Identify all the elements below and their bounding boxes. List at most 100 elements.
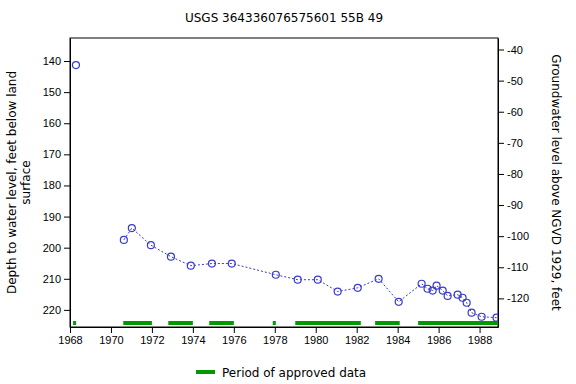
tick-mark — [498, 174, 504, 175]
tick: 1970 — [99, 327, 123, 346]
tick: 160 — [43, 117, 70, 129]
data-point — [120, 236, 127, 243]
tick-mark — [64, 61, 70, 62]
tick-mark — [64, 92, 70, 93]
tick-label: 1968 — [58, 334, 82, 346]
tick: -80 — [498, 168, 523, 180]
tick-mark — [70, 327, 71, 333]
data-point — [375, 275, 382, 282]
tick-label: 1976 — [222, 334, 246, 346]
data-point — [228, 260, 235, 267]
tick: 1968 — [58, 327, 82, 346]
approved-period — [73, 321, 76, 325]
tick: 1978 — [263, 327, 287, 346]
tick: -120 — [498, 292, 529, 304]
data-point — [478, 313, 485, 320]
tick: 1984 — [386, 327, 410, 346]
approved-period — [209, 321, 234, 325]
tick: 180 — [43, 179, 70, 191]
approved-period — [168, 321, 193, 325]
tick: -100 — [498, 230, 529, 242]
data-point — [187, 262, 194, 269]
y-axis-title-line: surface — [19, 160, 33, 204]
approved-period — [273, 321, 276, 325]
tick: 210 — [43, 273, 70, 285]
data-point — [272, 271, 279, 278]
tick-mark — [498, 50, 504, 51]
tick-label: 170 — [43, 148, 61, 160]
tick-mark — [64, 279, 70, 280]
tick-label: 210 — [43, 273, 61, 285]
tick-mark — [316, 327, 317, 333]
data-point — [314, 276, 321, 283]
plot-frame — [70, 38, 498, 327]
data-point — [72, 62, 79, 69]
tick: 1980 — [304, 327, 328, 346]
tick-mark — [498, 143, 504, 144]
legend: Period of approved data — [196, 366, 366, 380]
data-point — [294, 276, 301, 283]
axis-line — [71, 327, 499, 328]
tick: 220 — [43, 304, 70, 316]
tick-label: 180 — [43, 179, 61, 191]
data-point — [167, 253, 174, 260]
tick: 1976 — [222, 327, 246, 346]
y2-axis: -40-50-60-70-80-90-100-110-120 — [498, 39, 529, 328]
tick-label: 150 — [43, 86, 61, 98]
data-point — [468, 309, 475, 316]
data-point — [334, 288, 341, 295]
tick: -50 — [498, 75, 523, 87]
tick-label: 1974 — [181, 334, 205, 346]
tick-label: -80 — [507, 168, 523, 180]
legend-swatch — [196, 370, 215, 374]
y2-axis-title: Groundwater level above NGVD 1929, feet — [549, 54, 563, 311]
tick-mark — [498, 267, 504, 268]
tick-mark — [480, 327, 481, 333]
tick-mark — [498, 236, 504, 237]
tick-label: 190 — [43, 211, 61, 223]
plot-area — [72, 62, 498, 323]
approved-period — [375, 321, 400, 325]
tick-mark — [498, 81, 504, 82]
tick-mark — [152, 327, 153, 333]
chart: 1968 1970 1972 1974 1976 1978 1980 1982 1984 1986… — [0, 0, 576, 384]
axis-line — [70, 39, 71, 328]
x-axis: 1968 1970 1972 1974 1976 1978 1980 1982 1984 1986… — [58, 327, 498, 346]
tick-label: 1978 — [263, 334, 287, 346]
tick: 1974 — [181, 327, 205, 346]
data-point — [444, 292, 451, 299]
tick-label: 1982 — [345, 334, 369, 346]
tick: 140 — [43, 55, 70, 67]
tick-mark — [111, 327, 112, 333]
tick-label: -50 — [507, 75, 523, 87]
tick-label: 1970 — [99, 334, 123, 346]
tick: 170 — [43, 148, 70, 160]
tick: 1982 — [345, 327, 369, 346]
tick-mark — [234, 327, 235, 333]
tick-mark — [193, 327, 194, 333]
title: USGS 364336076575601 55B 49 — [185, 11, 383, 25]
tick-mark — [357, 327, 358, 333]
tick-label: 140 — [43, 55, 61, 67]
tick-label: 160 — [43, 117, 61, 129]
tick-label: -110 — [507, 261, 528, 273]
axis-line — [498, 39, 499, 328]
approved-period — [295, 321, 361, 325]
tick-label: 1986 — [427, 334, 451, 346]
tick-mark — [275, 327, 276, 333]
data-point — [147, 242, 154, 249]
tick-mark — [64, 123, 70, 124]
tick: -110 — [498, 261, 528, 273]
legend-label: Period of approved data — [222, 366, 366, 380]
y-axis-title: Depth to water level, feet below landsur… — [5, 71, 33, 294]
tick-label: -70 — [507, 137, 523, 149]
tick-mark — [64, 217, 70, 218]
tick-mark — [498, 205, 504, 206]
tick-label: 1972 — [140, 334, 164, 346]
tick-mark — [64, 185, 70, 186]
tick: 1988 — [468, 327, 492, 346]
data-point — [433, 282, 440, 289]
tick: 150 — [43, 86, 70, 98]
tick-label: 220 — [43, 304, 61, 316]
tick-label: -100 — [507, 230, 529, 242]
